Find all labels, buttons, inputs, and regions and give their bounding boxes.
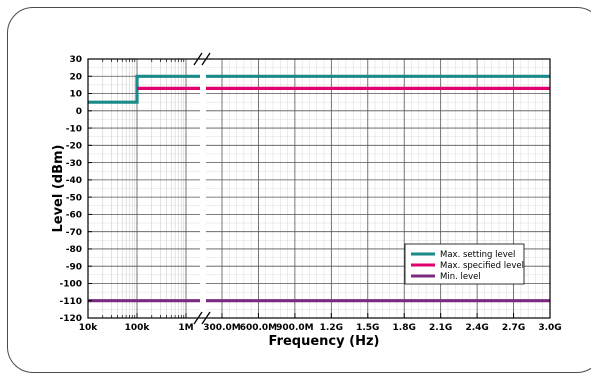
x-tick-label: 1M [178,323,193,333]
x-tick-label: 1.8G [393,323,416,333]
tick-marks [87,58,551,319]
y-tick-label: -20 [66,142,82,152]
x-tick-label: 1.2G [320,323,343,333]
x-tick-label: 100k [125,323,151,333]
legend-label: Min. level [440,272,481,282]
legend-label: Max. specified level [440,261,524,271]
y-tick-label: -100 [59,280,82,290]
legend-label: Max. setting level [440,250,515,260]
x-tick-label: 3.0G [538,323,561,333]
y-axis-title: Level (dBm) [51,144,66,232]
y-tick-label: -50 [66,193,82,203]
x-tick-labels: 10k 100k 1M 300.0M 600.0M 900.0M 1.2G 1.5G 1.8G 2… [79,323,562,333]
y-tick-label: 0 [76,107,82,117]
x-tick-label: 2.4G [465,323,488,333]
y-tick-labels: 30 20 10 0 -10 -20 -30 -40 -50 -60 -70 -80 -90 -100 -1… [59,55,82,324]
y-tick-label: -110 [59,297,82,307]
y-tick-label: -30 [66,159,82,169]
y-tick-label: -40 [66,176,82,186]
y-tick-label: 10 [69,90,82,100]
y-tick-label: -120 [59,314,82,324]
x-tick-label: 1.5G [356,323,379,333]
y-tick-label: -10 [66,124,82,134]
x-axis-title: Frequency (Hz) [269,334,380,349]
y-tick-label: -80 [66,245,82,255]
y-tick-label: 20 [69,72,82,82]
x-tick-label: 2.7G [502,323,525,333]
axis-break-gap [200,60,206,317]
y-tick-label: -60 [66,211,82,221]
x-tick-label: 300.0M [203,323,240,333]
chart-frame [7,7,591,373]
x-tick-label: 900.0M [276,323,313,333]
y-tick-label: 30 [69,55,82,65]
x-tick-label: 10k [79,323,99,333]
y-tick-label: -70 [66,228,82,238]
y-tick-label: -90 [66,262,82,272]
x-tick-label: 2.1G [429,323,452,333]
plot-border [87,58,551,319]
x-tick-label: 600.0M [240,323,277,333]
